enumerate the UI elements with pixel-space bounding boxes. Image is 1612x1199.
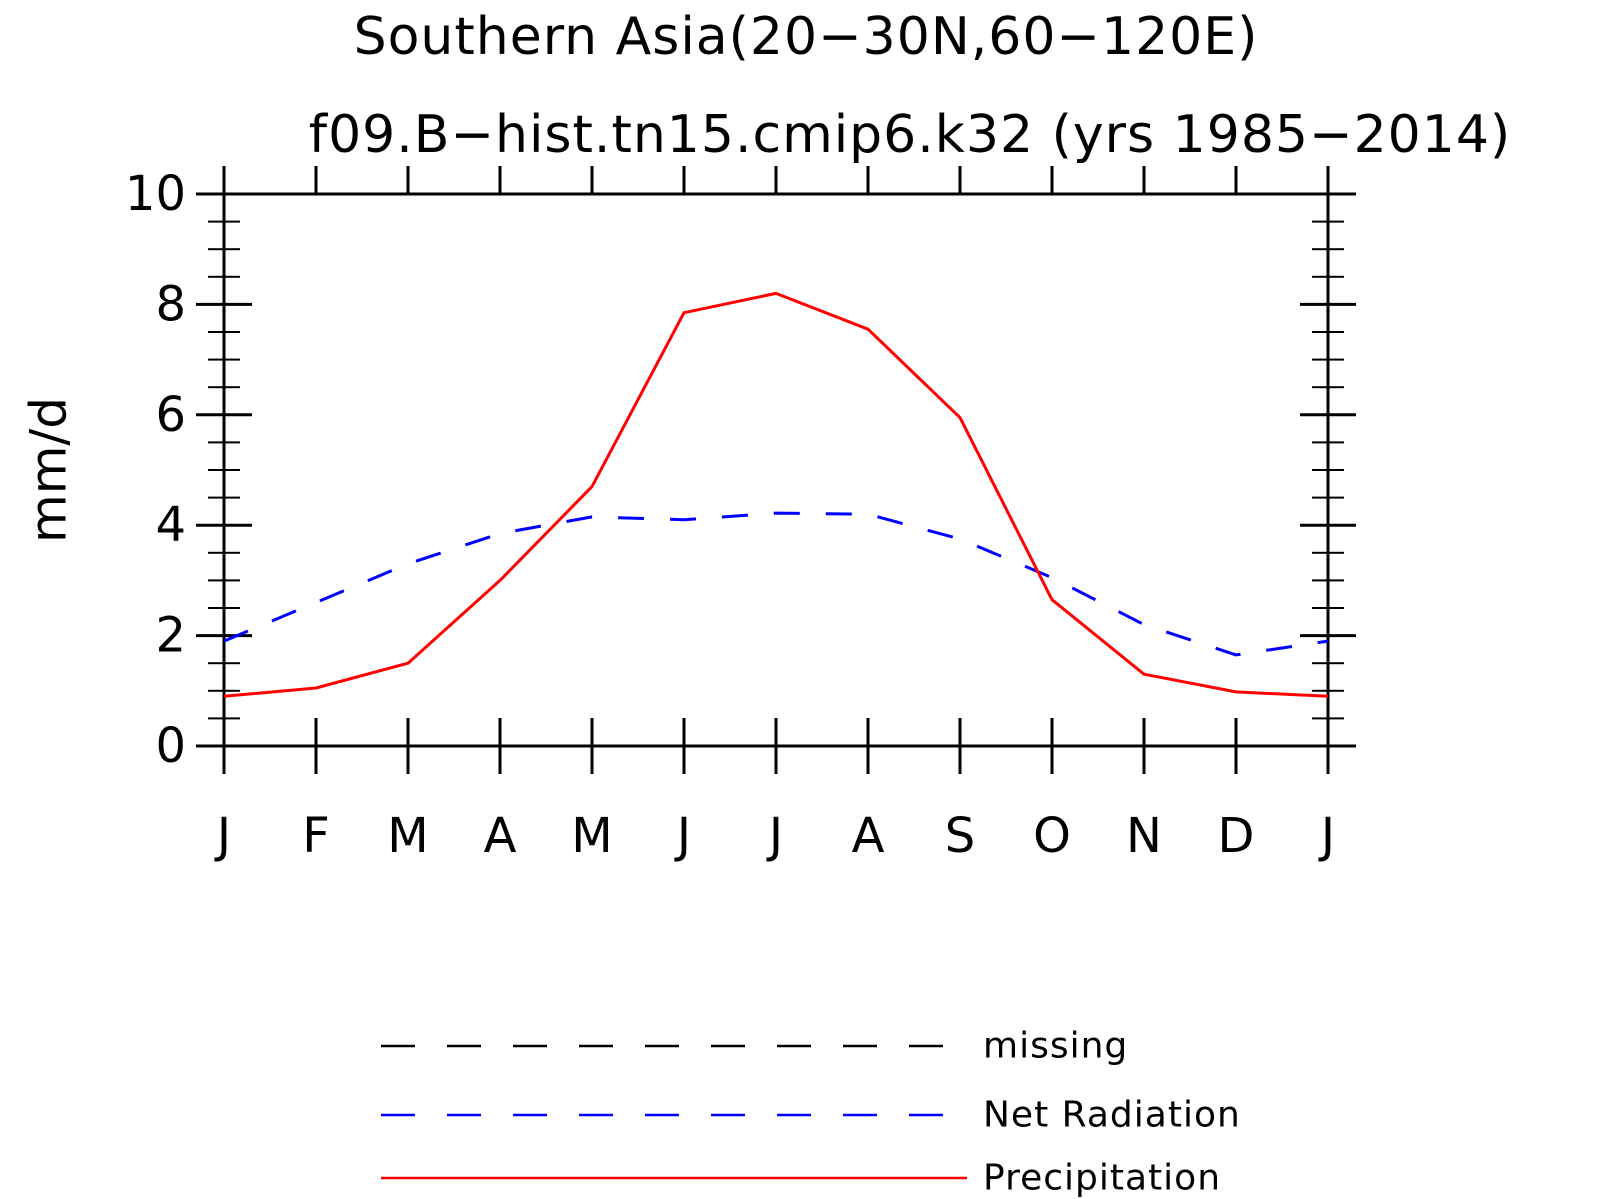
series-lines	[223, 291, 1329, 698]
x-tick-label: O	[1033, 808, 1071, 864]
chart-title: Southern Asia(20−30N,60−120E)	[354, 7, 1259, 67]
x-tick-label: S	[945, 808, 975, 864]
series-line-precipitation	[223, 291, 1329, 698]
x-tick-label: J	[674, 808, 691, 864]
y-axis-label: mm/d	[20, 397, 78, 543]
x-tick-label: A	[484, 808, 517, 864]
chart-subtitle: f09.B−hist.tn15.cmip6.k32 (yrs 1985−2014…	[309, 105, 1511, 165]
legend: missing Net Radiation Precipitation	[381, 1026, 1241, 1199]
y-tick-label: 6	[155, 387, 186, 443]
x-tick-label: N	[1126, 808, 1162, 864]
y-tick-label: 0	[155, 718, 186, 774]
y-tick-label: 4	[155, 497, 186, 553]
x-tick-label: M	[571, 808, 612, 864]
x-tick-label: A	[852, 808, 885, 864]
y-tick-label: 2	[155, 608, 186, 664]
x-tick-label: D	[1218, 808, 1255, 864]
plot-frame	[222, 192, 1330, 748]
x-tick-label: J	[214, 808, 231, 864]
legend-label: Precipitation	[983, 1158, 1221, 1199]
legend-label: Net Radiation	[983, 1095, 1241, 1136]
x-tick-label: F	[302, 808, 330, 864]
x-tick-label: J	[1318, 808, 1335, 864]
legend-label: missing	[983, 1026, 1128, 1067]
x-tick-label: M	[387, 808, 428, 864]
y-tick-label: 8	[155, 276, 186, 332]
y-tick-label: 10	[125, 166, 186, 222]
x-tick-label: J	[766, 808, 783, 864]
series-line-net-radiation	[223, 511, 1329, 657]
